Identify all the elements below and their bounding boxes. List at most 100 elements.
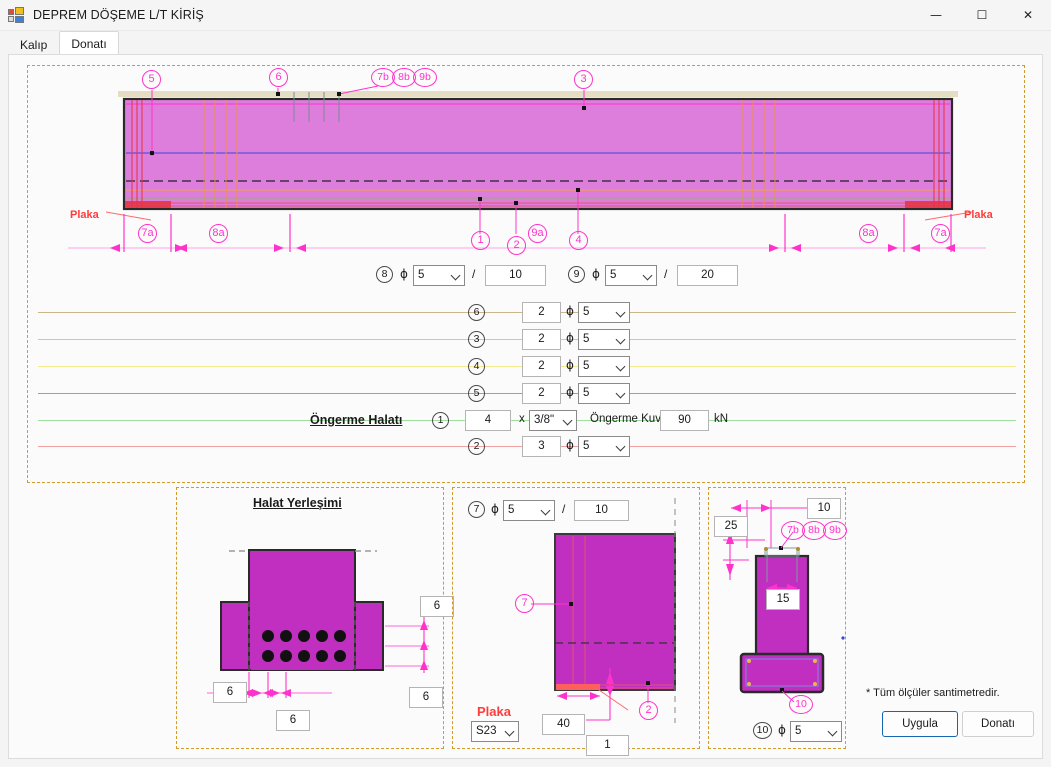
sect2-thickness-dim[interactable]: 1 — [586, 735, 629, 756]
strand-size-value: 3/8" — [534, 414, 555, 426]
chevron-down-icon — [615, 334, 626, 345]
sect2-separator: / — [562, 502, 566, 516]
plaka-type-value: S23 — [476, 725, 497, 737]
tab-strip: Kalıp Donatı — [8, 31, 1043, 55]
plaka-type-select[interactable]: S23 — [471, 721, 519, 742]
bubble-6: 6 — [269, 68, 288, 87]
strand-layout-drawing — [207, 549, 429, 698]
row-2-diameter-value: 5 — [583, 440, 590, 452]
row-8-spacing-input[interactable]: 10 — [485, 265, 546, 286]
end-section-panel: 7 ϕ 5 / 10 — [452, 487, 700, 756]
strand-count-input[interactable]: 4 — [465, 410, 511, 431]
sect2-width-dim[interactable]: 40 — [542, 714, 585, 735]
row-4-diameter-select[interactable]: 5 — [578, 356, 630, 377]
row-3-count-input[interactable]: 2 — [522, 329, 561, 350]
plaka-label-left: Plaka — [70, 209, 99, 221]
row-5-diameter-select[interactable]: 5 — [578, 383, 630, 404]
row-4-diameter-value: 5 — [583, 360, 590, 372]
dim-7a-left: 7a — [138, 224, 157, 243]
strand-number: 1 — [432, 412, 449, 429]
chevron-down-icon — [450, 270, 461, 281]
sect3-number: 10 — [753, 722, 772, 739]
row-6-number: 6 — [468, 304, 485, 321]
sect3-dim-top[interactable]: 10 — [807, 498, 841, 519]
donati-button[interactable]: Donatı — [962, 711, 1034, 737]
strand-layout-panel: Halat Yerleşimi — [176, 487, 454, 749]
row-2-diameter-select[interactable]: 5 — [578, 436, 630, 457]
sect2-bubble-2: 2 — [639, 701, 658, 720]
row-6-count-input[interactable]: 2 — [522, 302, 561, 323]
row-5-diameter-value: 5 — [583, 387, 590, 399]
chevron-down-icon — [827, 726, 838, 737]
close-button[interactable]: ✕ — [1022, 8, 1034, 22]
sect3-diameter-select[interactable]: 5 — [790, 721, 842, 742]
strand-dim-right-bottom[interactable]: 6 — [409, 687, 443, 708]
sect3-bubble-10: 10 — [789, 695, 813, 714]
sect3-dim-mid[interactable]: 15 — [766, 589, 800, 610]
chevron-down-icon — [615, 307, 626, 318]
row-9-spacing-input[interactable]: 20 — [677, 265, 738, 286]
bubble-3: 3 — [574, 70, 593, 89]
sect2-spacing-input[interactable]: 10 — [574, 500, 629, 521]
row-9-number: 9 — [568, 266, 585, 283]
strand-force-input[interactable]: 90 — [660, 410, 709, 431]
row-9-diameter-value: 5 — [610, 269, 617, 281]
app-icon — [8, 7, 24, 23]
reinforcement-panel: 5 6 7b 8b 9b 3 1 2 4 7a 8a 9a 8a 7a Plak… — [27, 65, 1025, 483]
row-6-phi-icon: ϕ — [566, 304, 574, 318]
minimize-button[interactable]: — — [930, 8, 942, 22]
row-3-number: 3 — [468, 331, 485, 348]
row-8-separator: / — [472, 267, 476, 281]
sect3-diameter-value: 5 — [795, 725, 802, 737]
strand-dim-bottom[interactable]: 6 — [276, 710, 310, 731]
row-8-diameter-select[interactable]: 5 — [413, 265, 465, 286]
chevron-down-icon — [615, 388, 626, 399]
row-2-phi-icon: ϕ — [566, 438, 574, 452]
chevron-down-icon — [615, 441, 626, 452]
tab-donati[interactable]: Donatı — [59, 31, 119, 55]
bubble-1: 1 — [471, 231, 490, 250]
strand-dim-right-top[interactable]: 6 — [420, 596, 454, 617]
dim-8a-left: 8a — [209, 224, 228, 243]
sect2-number: 7 — [468, 501, 485, 518]
row-4-phi-icon: ϕ — [566, 358, 574, 372]
title-bar: DEPREM DÖŞEME L/T KİRİŞ — ☐ ✕ — [0, 0, 1051, 31]
sect2-diameter-select[interactable]: 5 — [503, 500, 555, 521]
row-3-diameter-select[interactable]: 5 — [578, 329, 630, 350]
dim-8a-right: 8a — [859, 224, 878, 243]
row-8-diameter-value: 5 — [418, 269, 425, 281]
sect2-plaka-label: Plaka — [477, 704, 511, 719]
row-5-count-input[interactable]: 2 — [522, 383, 561, 404]
tab-kalip[interactable]: Kalıp — [20, 37, 48, 52]
row-2-number: 2 — [468, 438, 485, 455]
bubble-5: 5 — [142, 70, 161, 89]
row-8-phi-icon: ϕ — [400, 267, 408, 281]
row-8-number: 8 — [376, 266, 393, 283]
row-2-count-input[interactable]: 3 — [522, 436, 561, 457]
sect3-bubble-9b: 9b — [823, 521, 847, 540]
strand-size-select[interactable]: 3/8" — [529, 410, 577, 431]
strand-label: Öngerme Halatı — [310, 413, 403, 427]
chevron-down-icon — [562, 415, 573, 426]
client-area: 5 6 7b 8b 9b 3 1 2 4 7a 8a 9a 8a 7a Plak… — [8, 54, 1043, 759]
chevron-down-icon — [642, 270, 653, 281]
maximize-button[interactable]: ☐ — [976, 8, 988, 22]
row-3-diameter-value: 5 — [583, 333, 590, 345]
row-6-diameter-select[interactable]: 5 — [578, 302, 630, 323]
apply-button[interactable]: Uygula — [882, 711, 958, 737]
bubble-4: 4 — [569, 231, 588, 250]
row-9-diameter-select[interactable]: 5 — [605, 265, 657, 286]
row-9-phi-icon: ϕ — [592, 267, 600, 281]
window-title: DEPREM DÖŞEME L/T KİRİŞ — [33, 8, 204, 22]
strand-force-unit: kN — [714, 413, 729, 425]
strand-dim-left[interactable]: 6 — [213, 682, 247, 703]
beam-elevation-drawing — [68, 85, 986, 252]
row-4-count-input[interactable]: 2 — [522, 356, 561, 377]
window-controls: — ☐ ✕ — [913, 0, 1051, 31]
sect3-dim-left[interactable]: 25 — [714, 516, 748, 537]
row-9-separator: / — [664, 267, 668, 281]
row-4-number: 4 — [468, 358, 485, 375]
chevron-down-icon — [615, 361, 626, 372]
chevron-down-icon — [504, 726, 515, 737]
sect2-bubble-7: 7 — [515, 594, 534, 613]
